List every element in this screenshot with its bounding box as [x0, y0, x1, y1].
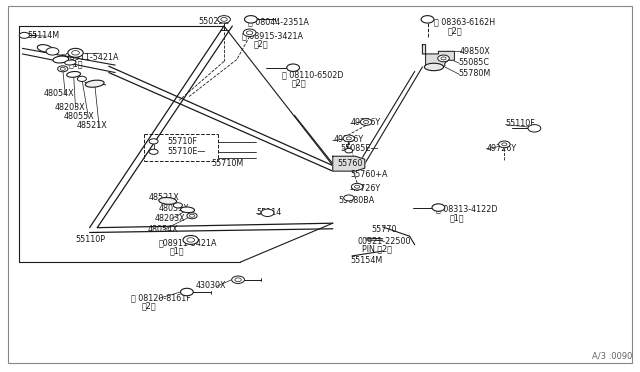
Text: 55085C: 55085C	[458, 58, 489, 67]
Text: 49850X: 49850X	[460, 47, 490, 56]
Text: 55110F: 55110F	[506, 119, 535, 128]
Text: 49726Y: 49726Y	[486, 144, 516, 153]
Text: 48203X: 48203X	[155, 214, 186, 223]
Circle shape	[343, 135, 355, 142]
Text: 48055X: 48055X	[64, 112, 95, 121]
Circle shape	[218, 16, 230, 23]
Text: 55114: 55114	[256, 208, 281, 217]
Circle shape	[502, 143, 507, 146]
Text: 48521X: 48521X	[148, 193, 179, 202]
Circle shape	[187, 213, 197, 219]
Circle shape	[346, 137, 351, 140]
Text: A/3 :0090: A/3 :0090	[592, 352, 632, 361]
Circle shape	[432, 204, 445, 211]
Circle shape	[244, 16, 257, 23]
Circle shape	[528, 125, 541, 132]
Text: 55710E—: 55710E—	[168, 147, 206, 156]
Text: （2）: （2）	[448, 26, 463, 35]
Text: 55760+A: 55760+A	[351, 170, 388, 179]
Text: Ⓢ 08363-6162H: Ⓢ 08363-6162H	[434, 17, 495, 26]
Text: Ⓑ 08044-2351A: Ⓑ 08044-2351A	[248, 17, 309, 26]
Text: 48521X: 48521X	[77, 121, 108, 130]
Text: （1）: （1）	[69, 60, 84, 68]
Circle shape	[261, 209, 274, 217]
Circle shape	[72, 51, 79, 55]
Circle shape	[60, 67, 65, 70]
Circle shape	[364, 121, 369, 124]
Text: 48054X: 48054X	[147, 225, 178, 234]
Text: ⓝ08911-5421A: ⓝ08911-5421A	[159, 238, 217, 247]
Circle shape	[421, 16, 434, 23]
Circle shape	[221, 17, 227, 21]
Circle shape	[149, 139, 158, 144]
Circle shape	[68, 48, 83, 57]
Ellipse shape	[67, 71, 81, 77]
Text: （2）: （2）	[142, 301, 157, 310]
Circle shape	[58, 66, 68, 72]
Circle shape	[243, 29, 256, 36]
Text: 48054X: 48054X	[44, 89, 74, 98]
Text: 43030X: 43030X	[195, 281, 226, 290]
Text: Ⓑ 08110-6502D: Ⓑ 08110-6502D	[282, 70, 343, 79]
Ellipse shape	[53, 56, 68, 63]
Circle shape	[345, 148, 353, 153]
Text: 55025C: 55025C	[198, 17, 230, 26]
Text: Ⓢ 08313-4122D: Ⓢ 08313-4122D	[436, 205, 498, 214]
Text: 55085E—: 55085E—	[340, 144, 379, 153]
Circle shape	[187, 238, 195, 242]
Text: 00921-22500: 00921-22500	[357, 237, 411, 246]
Text: 55114M: 55114M	[27, 31, 59, 40]
Polygon shape	[333, 156, 365, 171]
Text: 55710F: 55710F	[168, 137, 198, 146]
Text: 55710M: 55710M	[211, 159, 243, 168]
Circle shape	[173, 203, 182, 208]
Circle shape	[287, 64, 300, 71]
Text: 55760: 55760	[337, 159, 363, 168]
Circle shape	[351, 183, 363, 190]
Text: 55770: 55770	[371, 225, 397, 234]
Text: 55154M: 55154M	[351, 256, 383, 265]
Circle shape	[355, 185, 360, 188]
Text: 55110P: 55110P	[76, 235, 106, 244]
Circle shape	[149, 149, 158, 154]
Text: ⓝ08911-5421A: ⓝ08911-5421A	[61, 52, 119, 61]
Text: （2）: （2）	[291, 78, 306, 87]
Ellipse shape	[180, 207, 195, 213]
Circle shape	[441, 57, 446, 60]
Circle shape	[235, 278, 241, 282]
Circle shape	[360, 119, 372, 125]
Circle shape	[19, 32, 29, 38]
Ellipse shape	[85, 80, 104, 87]
Text: 49726Y: 49726Y	[351, 118, 381, 126]
Circle shape	[232, 276, 244, 283]
Circle shape	[183, 235, 198, 244]
Text: PIN （2）: PIN （2）	[362, 245, 392, 254]
Circle shape	[180, 288, 193, 296]
Text: 55780M: 55780M	[458, 69, 490, 78]
Ellipse shape	[159, 198, 177, 204]
Text: 48203X: 48203X	[54, 103, 85, 112]
Circle shape	[46, 48, 59, 55]
Text: 48055X: 48055X	[159, 204, 189, 213]
Text: （2）: （2）	[253, 39, 268, 48]
Ellipse shape	[65, 60, 76, 65]
Ellipse shape	[37, 45, 52, 52]
Circle shape	[77, 76, 86, 81]
Text: Ⓑ 08120-8161F: Ⓑ 08120-8161F	[131, 293, 191, 302]
Circle shape	[189, 214, 195, 217]
Circle shape	[499, 141, 510, 148]
Text: （1）: （1）	[170, 247, 184, 256]
Ellipse shape	[424, 63, 444, 71]
Text: 55080BA: 55080BA	[338, 196, 374, 205]
Polygon shape	[422, 45, 454, 66]
Text: Ⓝ 08915-3421A: Ⓝ 08915-3421A	[242, 32, 303, 41]
Text: 49726Y: 49726Y	[351, 185, 381, 193]
Circle shape	[246, 31, 253, 35]
Circle shape	[438, 55, 449, 62]
Text: 49726Y: 49726Y	[334, 135, 364, 144]
Text: （1）: （1）	[449, 213, 464, 222]
Circle shape	[344, 195, 354, 201]
